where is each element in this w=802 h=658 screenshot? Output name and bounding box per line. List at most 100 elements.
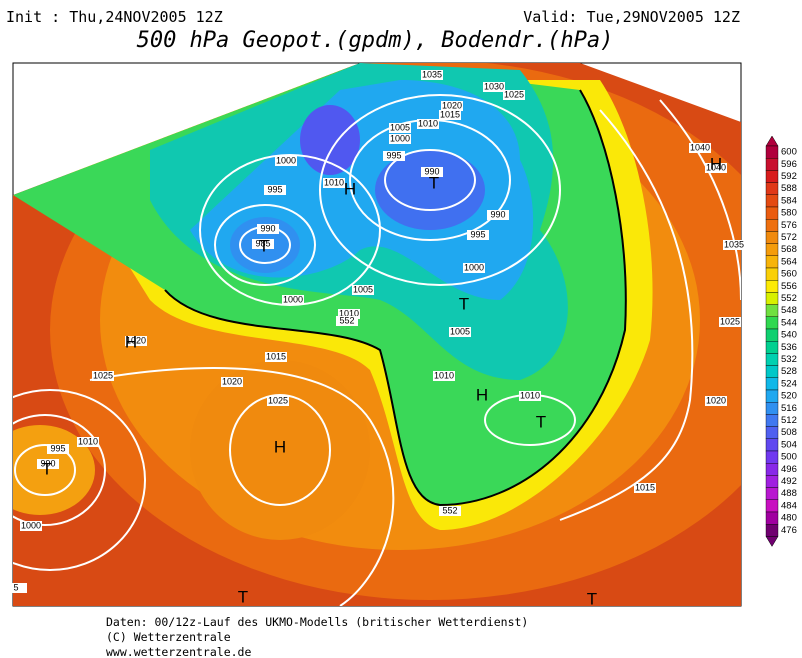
isobar-label-bg (719, 317, 741, 327)
isobar-label-bg (723, 240, 745, 250)
scale-arrow-bottom (765, 536, 779, 547)
isobar-label-bg (264, 185, 286, 195)
isobar-label-bg (77, 437, 99, 447)
isobar-label: 1005 (390, 122, 410, 132)
isobar-label: 1020 (222, 376, 242, 386)
scale-label: 596 (781, 159, 797, 170)
isobar-label: 1040 (690, 142, 710, 152)
isobar-label: 1010 (339, 308, 359, 318)
scale-swatch (765, 438, 779, 452)
scale-label: 528 (781, 366, 797, 377)
isobar-label-bg (5, 583, 27, 593)
isobar-label: 1010 (324, 177, 344, 187)
scale-label: 564 (781, 256, 797, 267)
scale-label: 584 (781, 195, 797, 206)
scale-label: 552 (781, 293, 797, 304)
scale-swatch (765, 414, 779, 427)
pressure-center: H (476, 385, 488, 404)
isobar-label-bg (441, 101, 463, 111)
isobar-label: 552 (339, 315, 354, 325)
isobar-label: 1035 (422, 69, 442, 79)
isobar-label: 1015 (440, 109, 460, 119)
isobar-label-bg (439, 110, 461, 120)
scale-label: 516 (781, 403, 797, 414)
scale-label: 556 (781, 281, 797, 292)
scale-swatch (765, 182, 779, 196)
scale-label: 484 (781, 500, 797, 511)
isobar-label: 1025 (504, 89, 524, 99)
isobar-label-bg (433, 371, 455, 381)
footer-line: (C) Wetterzentrale (106, 630, 231, 644)
isobar-label: 1020 (126, 335, 146, 345)
isobar-label-bg (421, 167, 443, 177)
isobar-label: 1025 (720, 316, 740, 326)
isobar-label: 1010 (418, 118, 438, 128)
isobar-label: 1035 (724, 239, 744, 249)
scale-swatch (765, 463, 779, 476)
isobar-label-bg (519, 391, 541, 401)
isobar-label-bg (47, 444, 69, 454)
isobar-label: 1000 (21, 520, 41, 530)
scale-swatch (765, 475, 779, 488)
scale-label: 520 (781, 391, 797, 402)
scale-swatch (765, 426, 779, 440)
isobar-label: 1010 (520, 390, 540, 400)
scale-label: 488 (781, 488, 797, 499)
scale-swatch (765, 255, 779, 269)
scale-swatch (765, 328, 779, 342)
isobar-label: 1000 (283, 294, 303, 304)
pressure-center: T (587, 589, 597, 608)
pressure-center: T (459, 294, 469, 313)
isobar-label-bg (265, 352, 287, 362)
pressure-center: H (125, 332, 137, 351)
scale-swatch (765, 450, 779, 464)
isobar-label-bg (383, 151, 405, 161)
isobar-label: 1000 (464, 262, 484, 272)
isobar-label: 1040 (706, 162, 726, 172)
isobar-label-bg (439, 506, 461, 516)
isobar-label: 1025 (268, 395, 288, 405)
isobar-label-bg (267, 396, 289, 406)
scale-swatch (765, 402, 779, 415)
isobar-label-bg (503, 90, 525, 100)
isobar-label: 990 (40, 458, 55, 468)
scale-label: 508 (781, 427, 797, 438)
isobar-label-bg (689, 143, 711, 153)
isobar-label: 1020 (706, 395, 726, 405)
isobar-label-bg (282, 295, 304, 305)
isobar-label-bg (705, 163, 727, 173)
isobar-label-bg (221, 377, 243, 387)
scale-swatch (765, 304, 779, 318)
scale-label: 540 (781, 330, 797, 341)
isobar-label-bg (634, 483, 656, 493)
scale-label: 580 (781, 208, 797, 219)
isobar-label: 1005 (450, 326, 470, 336)
scale-swatch (765, 341, 779, 354)
isobar-label-bg (338, 309, 360, 319)
scale-label: 600 (781, 147, 797, 158)
scale-label: 500 (781, 452, 797, 463)
isobar-label: 985 (255, 238, 270, 248)
isobar-label-bg (20, 521, 42, 531)
scale-arrow-top (765, 135, 779, 147)
isobar-label: 1020 (442, 100, 462, 110)
scale-swatch (765, 218, 779, 232)
isobar-label-bg (336, 316, 358, 326)
pressure-center: T (259, 236, 269, 255)
isobar-label-bg (389, 134, 411, 144)
isobar-label: 1000 (390, 133, 410, 143)
isobar-label-bg (389, 123, 411, 133)
scale-swatch (765, 487, 779, 501)
isobar-label: 1010 (434, 370, 454, 380)
isobar-label-bg (352, 285, 374, 295)
scale-swatch (765, 231, 779, 244)
isobar-label-bg (37, 459, 59, 469)
isobar-label-bg (463, 263, 485, 273)
isobar-label-bg (467, 230, 489, 240)
isobar-label-bg (275, 156, 297, 166)
isobar-label-bg (125, 336, 147, 346)
scale-label: 536 (781, 342, 797, 353)
isobar-label: 995 (50, 443, 65, 453)
isobar-label: 1025 (93, 370, 113, 380)
